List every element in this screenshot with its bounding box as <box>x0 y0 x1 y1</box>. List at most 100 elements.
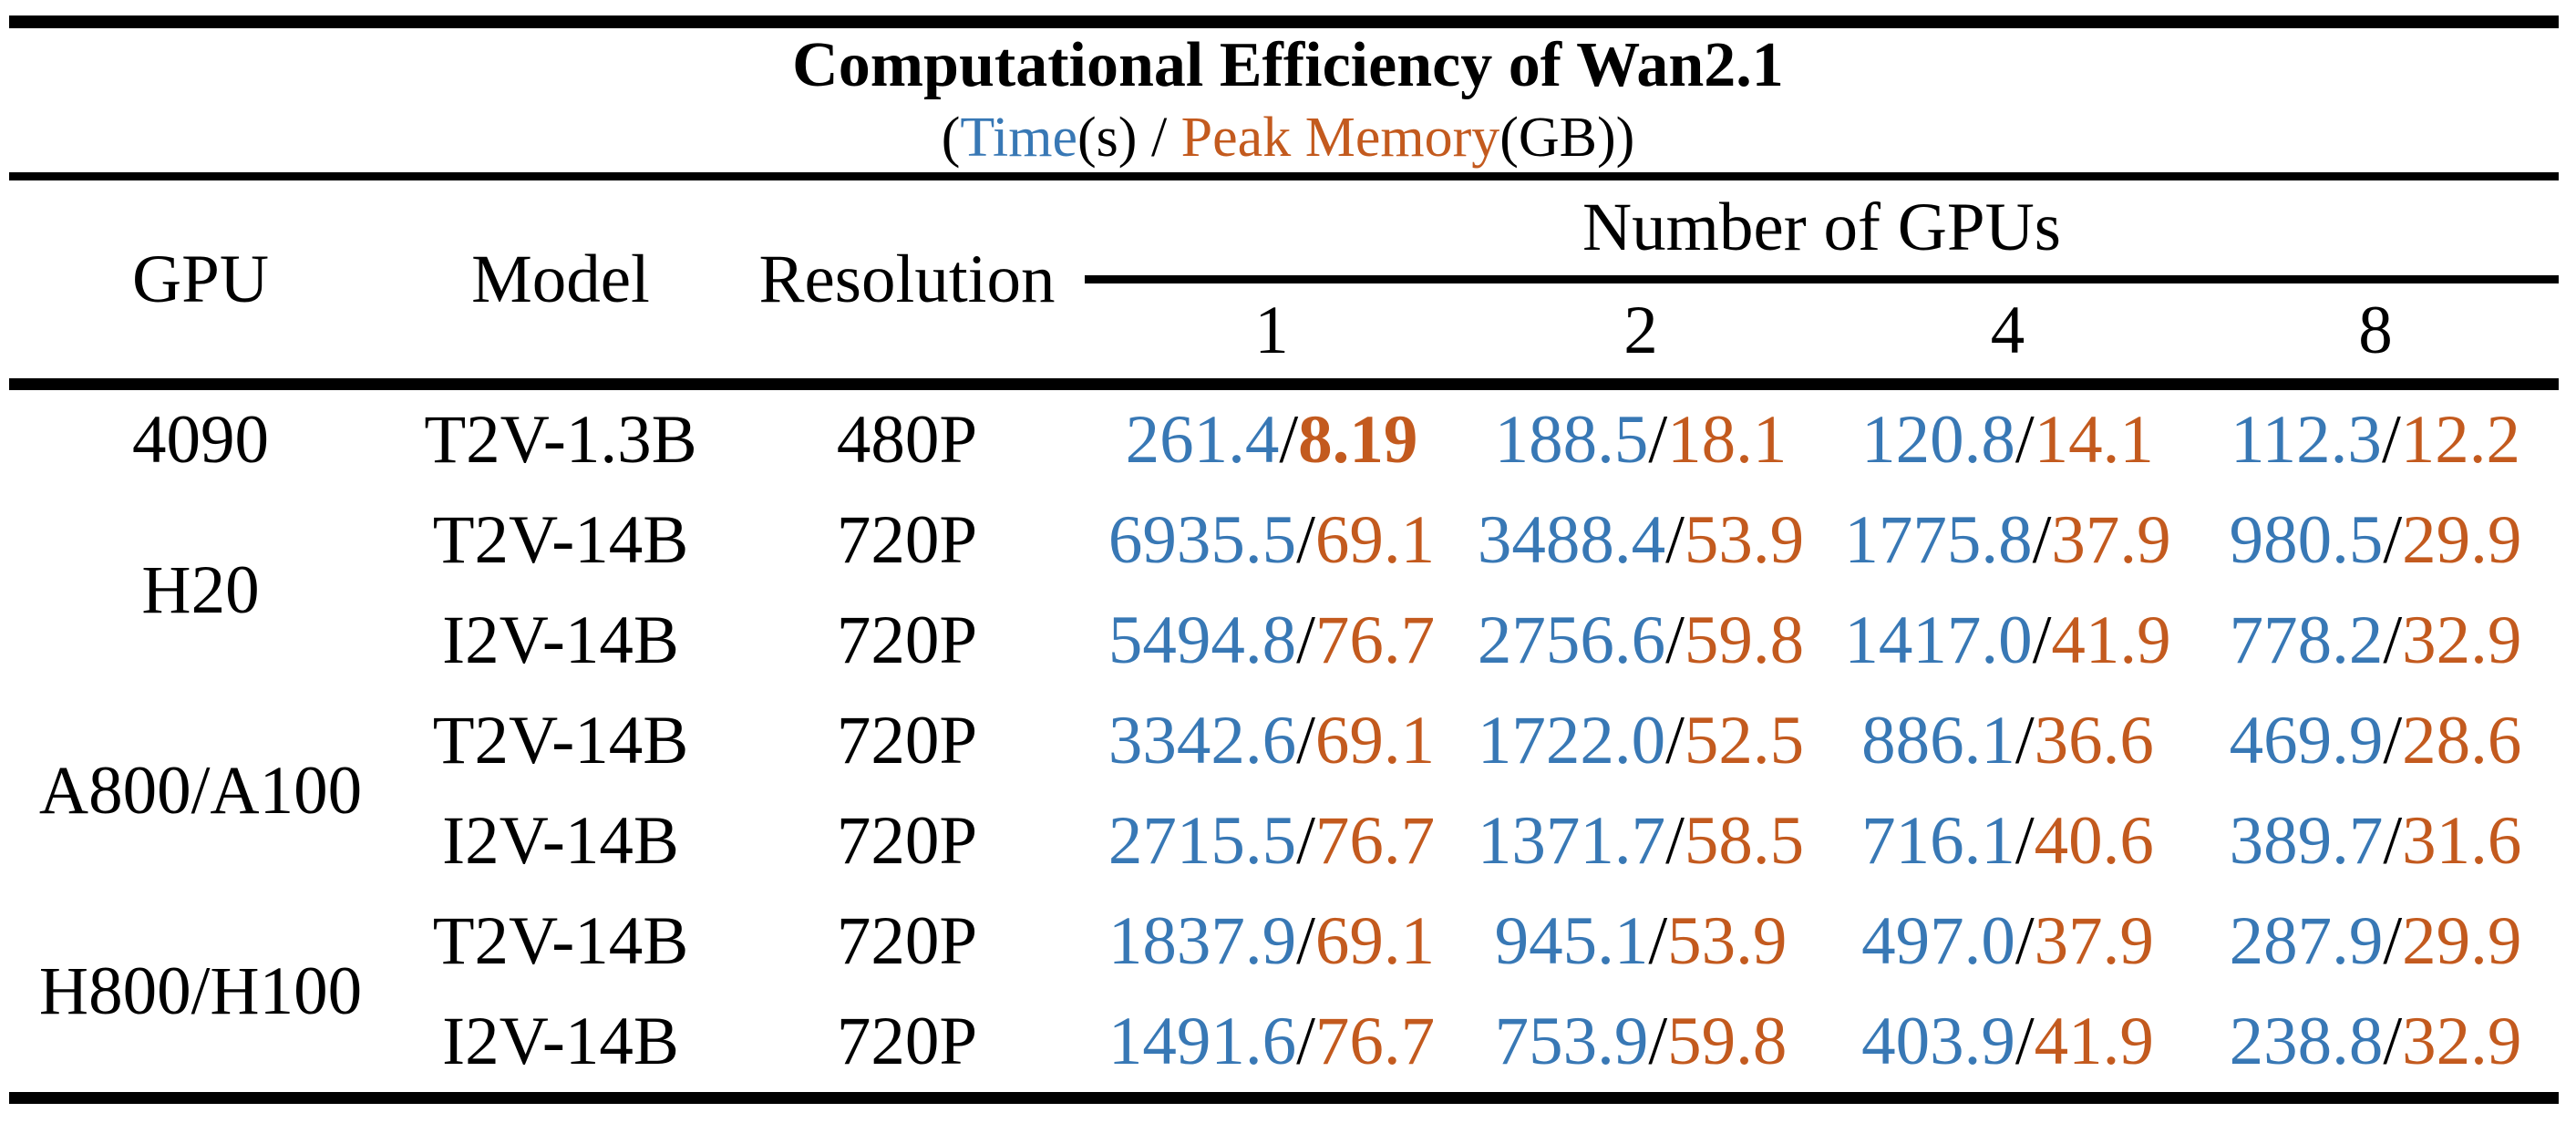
metric-cell: 403.9/41.9 <box>1823 992 2192 1092</box>
memory-value: 69.1 <box>1314 903 1436 979</box>
memory-value: 41.9 <box>2051 603 2171 678</box>
time-value: 2756.6 <box>1477 603 1666 678</box>
metric-cell: 3488.4/53.9 <box>1458 490 1823 591</box>
gpu-count-header-row: 1 2 4 8 <box>1085 283 2559 378</box>
memory-value: 14.1 <box>2034 402 2154 478</box>
gpu-label: A800/A100 <box>38 753 363 829</box>
resolution-label: 720P <box>836 903 978 979</box>
metric-cell: 1371.7/58.5 <box>1458 791 1823 891</box>
time-value: 120.8 <box>1861 402 2015 478</box>
subtitle-memory-label: Peak Memory <box>1180 107 1500 169</box>
column-header-gpu-count-8: 8 <box>2358 293 2393 368</box>
memory-value: 76.7 <box>1314 803 1436 879</box>
metric-cell: 120.8/14.1 <box>1823 390 2192 490</box>
metric-cell: 1775.8/37.9 <box>1823 490 2192 591</box>
model-label: T2V-14B <box>432 903 689 979</box>
time-value: 3488.4 <box>1477 502 1666 578</box>
model-label: I2V-14B <box>442 803 679 879</box>
time-value: 112.3 <box>2230 402 2382 478</box>
value-separator: / <box>2381 402 2401 478</box>
resolution-label: 720P <box>836 1004 978 1079</box>
metric-cell: 1417.0/41.9 <box>1823 591 2192 691</box>
value-separator: / <box>2014 703 2035 778</box>
metric-cell: 497.0/37.9 <box>1823 891 2192 992</box>
column-header-gpu: GPU <box>131 241 270 317</box>
value-separator: / <box>2014 1004 2035 1079</box>
metric-cell: 753.9/59.8 <box>1458 992 1823 1092</box>
subtitle-rule <box>9 172 2559 180</box>
memory-value: 41.9 <box>2034 1004 2154 1079</box>
column-header-gpu-count-2: 2 <box>1623 293 1658 368</box>
table-title: Computational Efficiency of Wan2.1 <box>792 30 1784 100</box>
memory-value: 53.9 <box>1667 903 1788 979</box>
value-separator: / <box>2383 803 2403 879</box>
memory-value: 32.9 <box>2402 603 2522 678</box>
model-label: T2V-14B <box>432 703 689 778</box>
metric-cell: 778.2/32.9 <box>2192 591 2559 691</box>
header-rule <box>9 378 2559 390</box>
metric-cell: 188.5/18.1 <box>1458 390 1823 490</box>
memory-value: 18.1 <box>1667 402 1788 478</box>
time-value: 469.9 <box>2229 703 2384 778</box>
table-row: H20 T2V-14B 720P 6935.5/69.1 3488.4/53.9 1775… <box>9 490 2559 628</box>
value-separator: / <box>1648 903 1668 979</box>
memory-value: 32.9 <box>2402 1004 2522 1079</box>
table-row: I2V-14B 720P 2715.5/76.7 1371.7/58.5 716.1/4… <box>9 791 2559 891</box>
value-separator: / <box>1648 402 1668 478</box>
value-separator: / <box>2383 903 2403 979</box>
resolution-label: 720P <box>836 703 978 778</box>
table-row: I2V-14B 720P 5494.8/76.7 2756.6/59.8 1417.0/… <box>9 591 2559 691</box>
memory-value: 52.5 <box>1684 703 1805 778</box>
model-label: T2V-14B <box>432 502 689 578</box>
time-value: 3342.6 <box>1108 703 1297 778</box>
resolution-label: 720P <box>836 803 978 879</box>
memory-value: 37.9 <box>2034 903 2154 979</box>
metric-cell: 1722.0/52.5 <box>1458 691 1823 791</box>
memory-value: 29.9 <box>2402 502 2522 578</box>
memory-value: 28.6 <box>2402 703 2522 778</box>
memory-value: 31.6 <box>2402 803 2522 879</box>
metric-cell: 389.7/31.6 <box>2192 791 2559 891</box>
time-value: 778.2 <box>2229 603 2384 678</box>
top-rule <box>9 15 2559 28</box>
memory-value: 69.1 <box>1314 502 1436 578</box>
resolution-label: 480P <box>836 402 978 478</box>
subtitle-open-paren: ( <box>941 107 961 169</box>
time-value: 716.1 <box>1861 803 2015 879</box>
table-row: H800/H100 T2V-14B 720P 1837.9/69.1 945.1/53.… <box>9 891 2559 1029</box>
value-separator: / <box>2014 803 2035 879</box>
value-separator: / <box>1296 903 1315 979</box>
table-row: 4090 T2V-1.3B 480P 261.4/8.19 188.5/18.1 120.… <box>9 390 2559 490</box>
subtitle-separator: / <box>1137 107 1181 169</box>
time-value: 389.7 <box>2229 803 2384 879</box>
value-separator: / <box>2032 502 2052 578</box>
metric-cell: 945.1/53.9 <box>1458 891 1823 992</box>
time-value: 753.9 <box>1494 1004 1649 1079</box>
memory-value: 69.1 <box>1314 703 1436 778</box>
metric-cell: 886.1/36.6 <box>1823 691 2192 791</box>
column-header-gpu-count-1: 1 <box>1254 293 1289 368</box>
gpu-label: H20 <box>141 552 260 628</box>
metric-cell: 1837.9/69.1 <box>1085 891 1458 992</box>
metric-cell: 716.1/40.6 <box>1823 791 2192 891</box>
value-separator: / <box>2383 1004 2403 1079</box>
value-separator: / <box>2032 603 2052 678</box>
memory-value: 8.19 <box>1298 402 1418 478</box>
value-separator: / <box>2383 703 2403 778</box>
metric-cell: 238.8/32.9 <box>2192 992 2559 1092</box>
time-value: 5494.8 <box>1108 603 1297 678</box>
metric-cell: 6935.5/69.1 <box>1085 490 1458 591</box>
table-body: 4090 T2V-1.3B 480P 261.4/8.19 188.5/18.1 120.… <box>9 390 2559 1092</box>
table-subtitle: (Time(s) / Peak Memory(GB)) <box>0 103 2576 172</box>
subtitle-time-label: Time <box>960 107 1078 169</box>
column-header-gpu-count-4: 4 <box>1990 293 2025 368</box>
title-block: Computational Efficiency of Wan2.1 (Time… <box>0 28 2576 172</box>
gpu-label: H800/H100 <box>38 953 363 1029</box>
model-label: I2V-14B <box>442 1004 679 1079</box>
memory-value: 40.6 <box>2034 803 2154 879</box>
time-value: 1417.0 <box>1844 603 2033 678</box>
time-value: 287.9 <box>2229 903 2384 979</box>
value-separator: / <box>2014 903 2035 979</box>
column-header-model: Model <box>471 241 650 317</box>
